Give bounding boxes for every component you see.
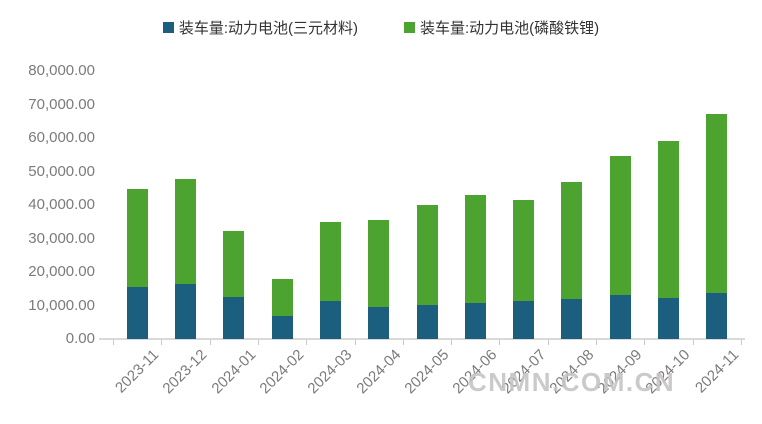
- x-axis-tick-icon: [306, 340, 308, 345]
- bar-segment-ternary: [561, 298, 583, 339]
- bar-segment-lfp: [464, 195, 486, 304]
- bar-segment-lfp: [658, 140, 680, 298]
- bar-segment-ternary: [609, 295, 631, 339]
- x-axis-tick-icon: [451, 340, 453, 345]
- x-axis-tick-icon: [354, 340, 356, 345]
- legend: 装车量:动力电池(三元材料) 装车量:动力电池(磷酸铁锂): [0, 17, 762, 38]
- bar-segment-lfp: [271, 279, 293, 317]
- bar-segment-lfp: [368, 220, 390, 308]
- x-axis-tick-icon: [596, 340, 598, 345]
- bar-segment-ternary: [126, 286, 148, 339]
- x-axis-tick-icon: [209, 340, 211, 345]
- y-axis-tick-label: 40,000.00: [28, 196, 95, 213]
- x-axis-tick-label: 2024-05: [401, 346, 453, 398]
- x-axis-tick-label: 2024-03: [304, 346, 356, 398]
- x-axis-tick-icon: [257, 340, 259, 345]
- x-axis-tick-label: 2024-04: [353, 346, 405, 398]
- bar-segment-ternary: [368, 307, 390, 339]
- bar-segment-ternary: [513, 301, 535, 339]
- bar-segment-ternary: [271, 316, 293, 339]
- x-axis-tick-label: 2023-12: [159, 346, 211, 398]
- bar-segment-lfp: [706, 113, 728, 293]
- x-axis-tick-icon: [741, 340, 742, 345]
- watermark: CNMN.COM.CN: [468, 367, 676, 397]
- bar-segment-lfp: [319, 222, 341, 302]
- bar-segment-ternary: [174, 283, 196, 339]
- y-axis-tick-label: 10,000.00: [28, 296, 95, 314]
- x-axis-tick-label: 2024-01: [208, 346, 260, 398]
- legend-swatch-lfp-icon: [404, 22, 415, 33]
- x-axis-tick-icon: [402, 340, 404, 345]
- bar-segment-lfp: [416, 205, 438, 305]
- x-axis-tick-label: 2023-11: [112, 346, 163, 397]
- bar-segment-ternary: [319, 301, 341, 339]
- bar-segment-lfp: [561, 181, 583, 299]
- bar-segment-ternary: [658, 297, 680, 339]
- y-axis-tick-label: 0.00: [65, 330, 95, 347]
- x-axis-tick-icon: [113, 340, 114, 345]
- x-axis-tick-icon: [499, 340, 501, 345]
- y-axis-tick-label: 70,000.00: [28, 95, 95, 113]
- bar-segment-lfp: [223, 230, 245, 298]
- x-axis-tick-icon: [692, 340, 694, 345]
- legend-item-ternary: 装车量:动力电池(三元材料): [162, 17, 358, 38]
- x-axis-tick-label: 2024-02: [256, 346, 308, 398]
- y-axis-tick-label: 60,000.00: [28, 129, 95, 146]
- x-axis-tick-icon: [161, 340, 163, 345]
- legend-label-ternary: 装车量:动力电池(三元材料): [178, 20, 358, 37]
- y-axis-tick-label: 50,000.00: [28, 162, 95, 180]
- x-axis-tick-icon: [644, 340, 646, 345]
- bar-segment-ternary: [223, 297, 245, 339]
- bar-segment-lfp: [174, 178, 196, 284]
- legend-swatch-ternary-icon: [162, 22, 174, 33]
- bar-segment-lfp: [513, 199, 535, 302]
- bar-segment-ternary: [416, 304, 438, 339]
- bar-segment-ternary: [706, 292, 728, 339]
- legend-item-lfp: 装车量:动力电池(磷酸铁锂): [404, 17, 599, 38]
- y-axis-tick-label: 20,000.00: [28, 263, 95, 280]
- bar-segment-ternary: [464, 303, 486, 339]
- x-axis-line: [99, 338, 745, 340]
- x-axis-tick-icon: [547, 340, 549, 345]
- y-axis-tick-label: 30,000.00: [28, 229, 95, 247]
- x-axis-tick-label: 2024-11: [692, 346, 743, 397]
- y-axis-tick-label: 80,000.00: [28, 62, 95, 79]
- bar-segment-lfp: [126, 188, 148, 287]
- legend-label-lfp: 装车量:动力电池(磷酸铁锂): [420, 20, 600, 37]
- bar-segment-lfp: [609, 156, 631, 296]
